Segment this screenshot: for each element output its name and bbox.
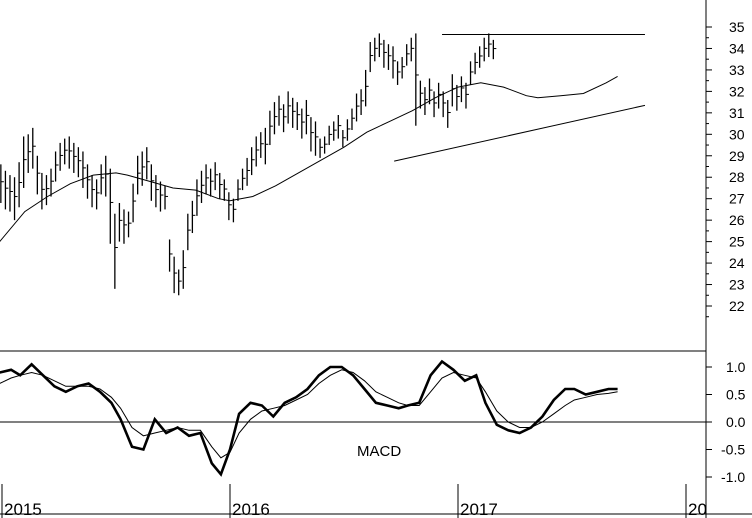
year-label: 20	[688, 500, 707, 518]
macd-signal-line	[0, 369, 618, 459]
price-tick-label: 28	[729, 169, 745, 185]
macd-tick-label: -0.5	[721, 442, 745, 458]
price-tick-label: 30	[729, 126, 745, 142]
price-tick-label: 33	[729, 62, 745, 78]
price-tick-label: 24	[729, 255, 745, 271]
price-tick-label: 31	[729, 105, 745, 121]
price-tick-label: 29	[729, 148, 745, 164]
price-tick-label: 26	[729, 212, 745, 228]
price-tick-label: 25	[729, 234, 745, 250]
macd-tick-label: 0.0	[726, 414, 746, 430]
year-label: 2015	[4, 500, 42, 518]
price-tick-label: 32	[729, 83, 745, 99]
macd-tick-label: 0.5	[726, 387, 746, 403]
macd-axis: 1.0 0.5 0.0 -0.5 -1.0	[706, 359, 746, 485]
price-tick-label: 27	[729, 191, 745, 207]
price-axis: 22 23 24 25 26 27 28 29 30 31 32 33 34 35	[706, 19, 745, 318]
price-tick-label: 35	[729, 19, 745, 35]
macd-panel: MACD	[0, 359, 706, 477]
macd-line	[0, 359, 618, 477]
price-tick-label: 22	[729, 298, 745, 314]
macd-tick-label: 1.0	[726, 359, 746, 375]
time-axis: 2015 2016 2017 20	[1, 484, 707, 518]
year-label: 2016	[232, 500, 270, 518]
price-tick-label: 34	[729, 40, 745, 56]
support-trendline	[394, 104, 646, 162]
year-label: 2017	[460, 500, 498, 518]
macd-label: MACD	[357, 443, 401, 460]
macd-tick-label: -1.0	[721, 469, 745, 485]
price-panel	[0, 33, 646, 296]
price-tick-label: 23	[729, 277, 745, 293]
moving-average-line	[0, 75, 618, 242]
